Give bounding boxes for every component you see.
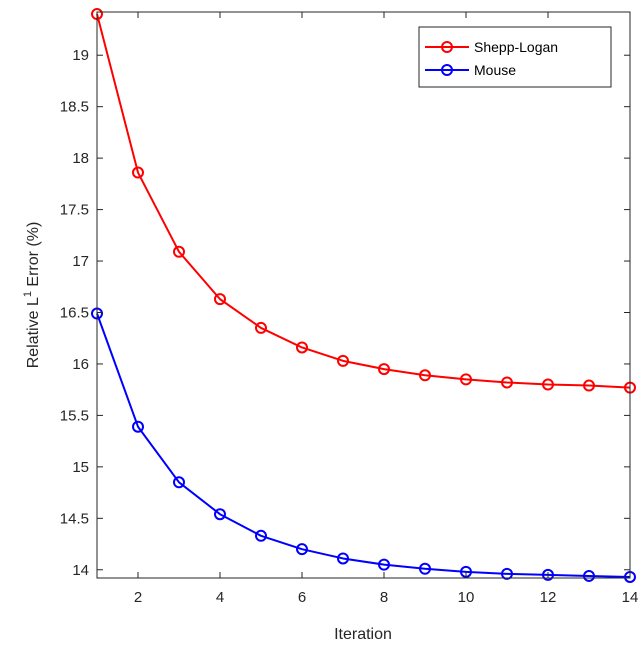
- data-point-shepp-logan: [255, 321, 267, 334]
- data-point-shepp-logan: [378, 363, 390, 376]
- data-point-shepp-logan: [214, 293, 226, 306]
- x-tick-label: 14: [622, 589, 639, 606]
- y-tick-label: 18: [72, 150, 89, 167]
- y-tick-label: 14: [72, 562, 89, 579]
- data-point-mouse: [542, 568, 554, 581]
- data-point-mouse: [337, 552, 349, 565]
- data-point-shepp-logan: [542, 378, 554, 391]
- data-point-shepp-logan: [419, 369, 431, 382]
- data-point-shepp-logan: [173, 245, 185, 258]
- plot-area-frame: [96, 11, 631, 579]
- data-point-shepp-logan: [501, 376, 513, 389]
- y-tick-label: 15.5: [60, 407, 89, 424]
- legend-marker-mouse: [441, 64, 453, 76]
- data-point-mouse: [132, 420, 144, 433]
- y-tick-label: 18.5: [60, 99, 89, 116]
- data-point-shepp-logan: [337, 354, 349, 367]
- legend-marker-shepp-logan: [441, 41, 453, 53]
- x-tick-label: 2: [134, 589, 142, 606]
- plot-marks: [91, 8, 636, 583]
- data-point-mouse: [501, 567, 513, 580]
- y-tick-label: 14.5: [60, 510, 89, 527]
- data-point-mouse: [378, 558, 390, 571]
- y-tick-label: 17: [72, 253, 89, 270]
- data-point-mouse: [255, 529, 267, 542]
- axis-ticks: [97, 12, 631, 578]
- x-tick-label: 12: [540, 589, 557, 606]
- y-tick-label: 15: [72, 459, 89, 476]
- data-point-shepp-logan: [296, 341, 308, 354]
- y-tick-label: 19: [72, 47, 89, 64]
- legend-label-mouse: Mouse: [474, 62, 516, 78]
- y-axis-label: Relative L1 Error (%): [22, 222, 42, 369]
- y-tick-label: 17.5: [60, 202, 89, 219]
- x-tick-label: 6: [298, 589, 306, 606]
- x-tick-label: 4: [216, 589, 224, 606]
- y-axis-label-suffix: Error (%): [25, 222, 42, 291]
- data-point-mouse: [173, 476, 185, 489]
- data-point-mouse: [296, 543, 308, 556]
- y-axis-label-main: Relative L: [25, 297, 42, 368]
- y-tick-label: 16.5: [60, 304, 89, 321]
- tick-labels: 2 4 6 8 10 12 14 14 14.5 15 15.5 16 16.5 17 17.5 18 18.5…: [60, 47, 639, 606]
- data-point-mouse: [583, 569, 595, 582]
- x-tick-label: 10: [458, 589, 475, 606]
- y-axis-label-superscript: 1: [22, 291, 34, 297]
- legend: Shepp-Logan Mouse: [418, 26, 612, 88]
- data-point-shepp-logan: [460, 373, 472, 386]
- legend-label-shepp-logan: Shepp-Logan: [474, 39, 558, 55]
- data-point-shepp-logan: [583, 379, 595, 392]
- data-point-mouse: [214, 508, 226, 521]
- series-line-mouse: [96, 313, 631, 578]
- x-tick-label: 8: [380, 589, 388, 606]
- data-point-mouse: [419, 562, 431, 575]
- series-line-shepp-logan: [96, 13, 631, 389]
- x-axis-label: Iteration: [334, 626, 392, 643]
- legend-box: [418, 26, 612, 88]
- y-tick-label: 16: [72, 356, 89, 373]
- data-point-shepp-logan: [132, 166, 144, 179]
